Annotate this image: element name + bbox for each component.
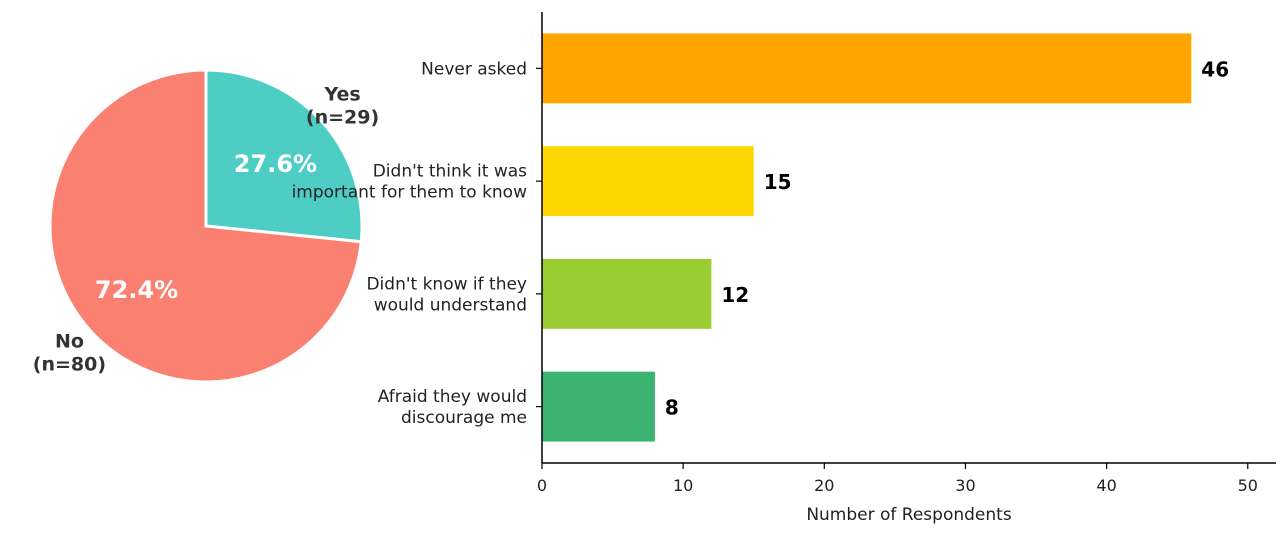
bar [542, 371, 655, 442]
bar [542, 258, 712, 329]
bar [542, 146, 754, 217]
bar-value-label: 12 [721, 283, 749, 307]
pie-chart: 27.6% Yes (n=29) 72.4% No (n=80) [33, 68, 379, 384]
pie-slice-yes [204, 68, 364, 244]
pie-slice-no [48, 68, 363, 384]
bar-category-label: Didn't think it was important for them to… [292, 162, 528, 203]
bar-value-label: 15 [764, 170, 792, 194]
x-tick-label: 0 [537, 476, 547, 495]
x-axis-title: Number of Respondents [806, 505, 1012, 525]
x-tick-label: 20 [814, 476, 834, 495]
bar-value-label: 46 [1201, 57, 1229, 81]
bar-category-label: Didn't know if they would understand [366, 274, 527, 315]
bar [542, 33, 1192, 104]
x-tick-label: 50 [1238, 476, 1258, 495]
pie-outer-label: Yes (n=29) [306, 84, 379, 129]
bar-category-label: Never asked [421, 59, 527, 79]
x-tick-label: 30 [955, 476, 975, 495]
bar-chart: 46 Never asked 15 Didn't think it was import… [292, 12, 1276, 525]
pie-pct-label: 72.4% [95, 276, 178, 304]
bar-value-label: 8 [665, 396, 679, 420]
x-tick-label: 10 [673, 476, 693, 495]
pie-pct-label: 27.6% [234, 150, 317, 178]
pie-outer-label: No (n=80) [33, 330, 106, 375]
bar-category-label: Afraid they would discourage me [378, 387, 527, 428]
x-tick-label: 40 [1096, 476, 1116, 495]
